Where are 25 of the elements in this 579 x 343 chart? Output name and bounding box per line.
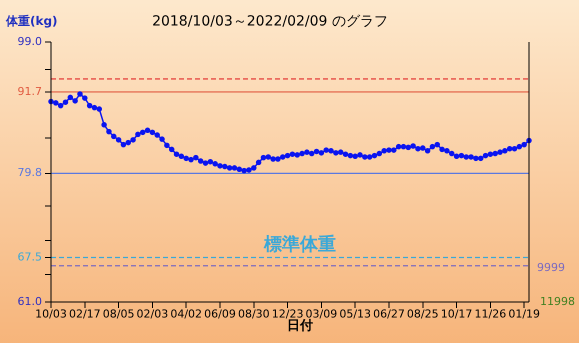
x-tick-label: 05/13: [339, 307, 372, 320]
x-tick-label: 10/17: [440, 307, 472, 320]
x-tick-label: 10/03: [35, 307, 67, 320]
y-axis-title: 体重(kg): [5, 14, 58, 28]
x-tick-label: 08/05: [102, 307, 134, 320]
text: 9999: [537, 260, 565, 274]
x-tick-label: 12/23: [272, 307, 304, 320]
text: 11998: [540, 294, 575, 308]
x-tick-label: 02/17: [68, 307, 101, 320]
x-tick-label: 01/19: [508, 307, 540, 320]
x-tick-label: 02/03: [136, 307, 168, 320]
x-tick-label: 04/02: [170, 307, 202, 320]
x-tick-label: 06/09: [204, 307, 236, 320]
ref-line-label: 標準体重: [263, 234, 336, 256]
x-tick-label: 08/30: [238, 307, 270, 320]
x-axis-title: 日付: [287, 318, 313, 334]
x-tick-label: 11/26: [474, 307, 506, 320]
x-tick-label: 08/25: [406, 307, 439, 320]
y-tick-label: 79.8: [18, 166, 42, 180]
y-tick-label: 67.5: [18, 250, 42, 264]
x-tick-label: 06/27: [373, 307, 405, 320]
y-tick-label: 91.7: [18, 84, 42, 98]
chart-title: 2018/10/03～2022/02/09 のグラフ: [152, 14, 388, 30]
y-tick-label: 61.0: [18, 294, 42, 308]
y-tick-label: 99.0: [18, 34, 42, 48]
